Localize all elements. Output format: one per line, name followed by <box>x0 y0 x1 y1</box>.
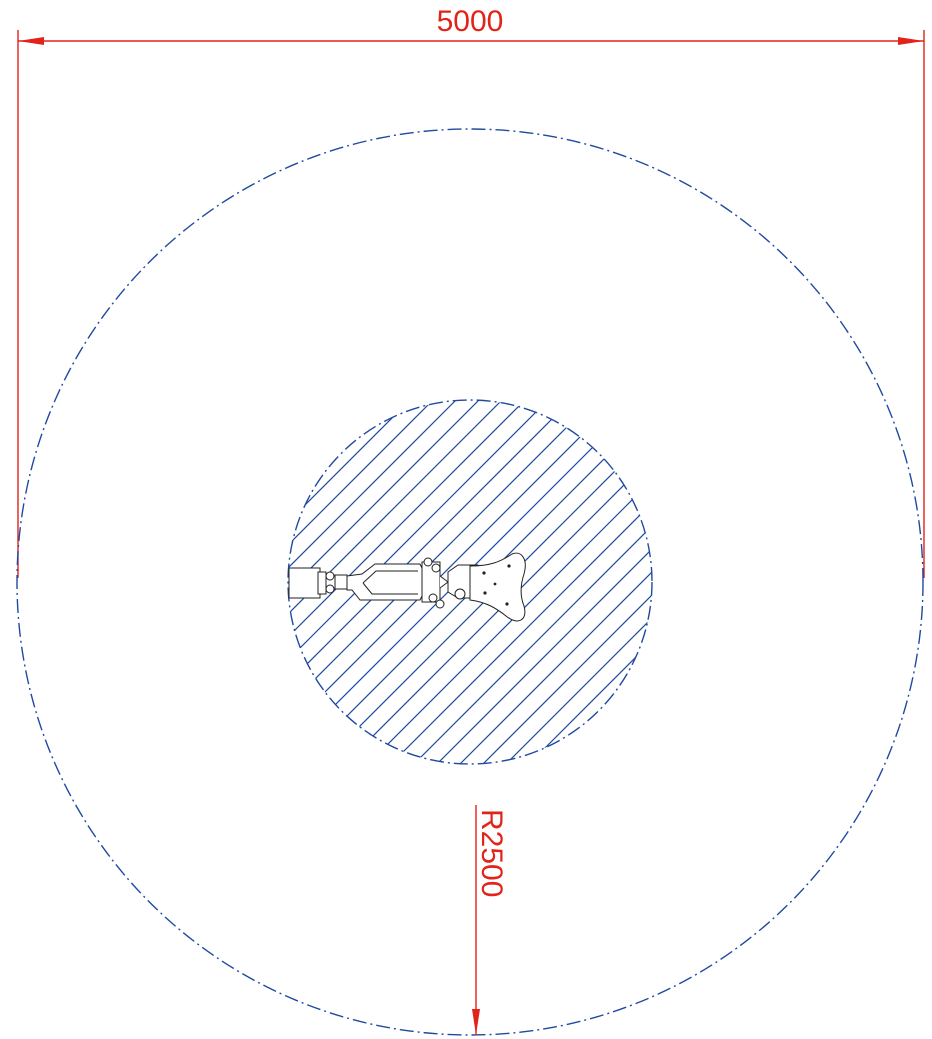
hatch-line <box>428 400 652 764</box>
elbow-bolt-bottom-2 <box>435 599 445 609</box>
end-effector <box>288 567 321 599</box>
width-dimension: 5000 <box>17 5 925 578</box>
wrist-joint-top <box>325 571 335 581</box>
hatch-line <box>497 400 652 764</box>
radius-dimension: R2500 <box>472 805 508 1035</box>
wrist-link <box>334 574 348 590</box>
forearm-inner-line-2 <box>362 582 418 595</box>
hatch-line <box>566 400 652 764</box>
hatch-line <box>405 400 652 764</box>
hatch-line <box>520 400 652 764</box>
elbow-notch <box>439 575 449 589</box>
hatch-line <box>288 400 442 764</box>
robot-base <box>469 552 526 622</box>
end-effector-flange <box>317 571 327 595</box>
width-arrow-left <box>18 37 44 45</box>
elbow-bolt-bottom <box>428 593 438 603</box>
hatch-line <box>288 400 419 764</box>
width-arrow-right <box>898 37 924 45</box>
wrist-joint-bottom <box>325 584 335 594</box>
inner-zone-circle <box>287 399 653 765</box>
hatch-line <box>359 400 652 764</box>
forearm-inner-line <box>362 570 418 584</box>
hatch-line <box>288 400 465 764</box>
outer-reach-circle <box>16 128 924 1036</box>
hatch-line <box>474 400 652 764</box>
hatch-line <box>288 400 327 764</box>
hatch-line <box>659 392 932 772</box>
base-mount-hole-3 <box>483 591 487 595</box>
hatch-line <box>336 400 652 764</box>
robot-arm <box>288 552 526 622</box>
radius-label: R2500 <box>475 809 508 897</box>
forearm <box>346 563 424 601</box>
shoulder-joint <box>454 588 466 600</box>
hatch-pattern <box>0 392 932 772</box>
base-mount-hole-4 <box>505 602 509 606</box>
inner-hatched-zone <box>0 392 932 772</box>
elbow-bolt-top <box>423 557 433 567</box>
hatch-line <box>635 400 652 764</box>
hatch-line <box>451 400 652 764</box>
hatch-line <box>612 400 652 764</box>
elbow-bolt-top-2 <box>431 563 441 573</box>
base-mount-hole-2 <box>507 564 511 568</box>
hatch-line <box>543 400 652 764</box>
hatch-line <box>288 400 304 764</box>
base-mount-hole-1 <box>482 571 486 575</box>
hatch-line <box>382 400 652 764</box>
hatch-line <box>0 392 280 772</box>
base-center-mark <box>493 582 497 586</box>
width-label: 5000 <box>437 5 504 38</box>
radius-arrow <box>472 1009 480 1035</box>
